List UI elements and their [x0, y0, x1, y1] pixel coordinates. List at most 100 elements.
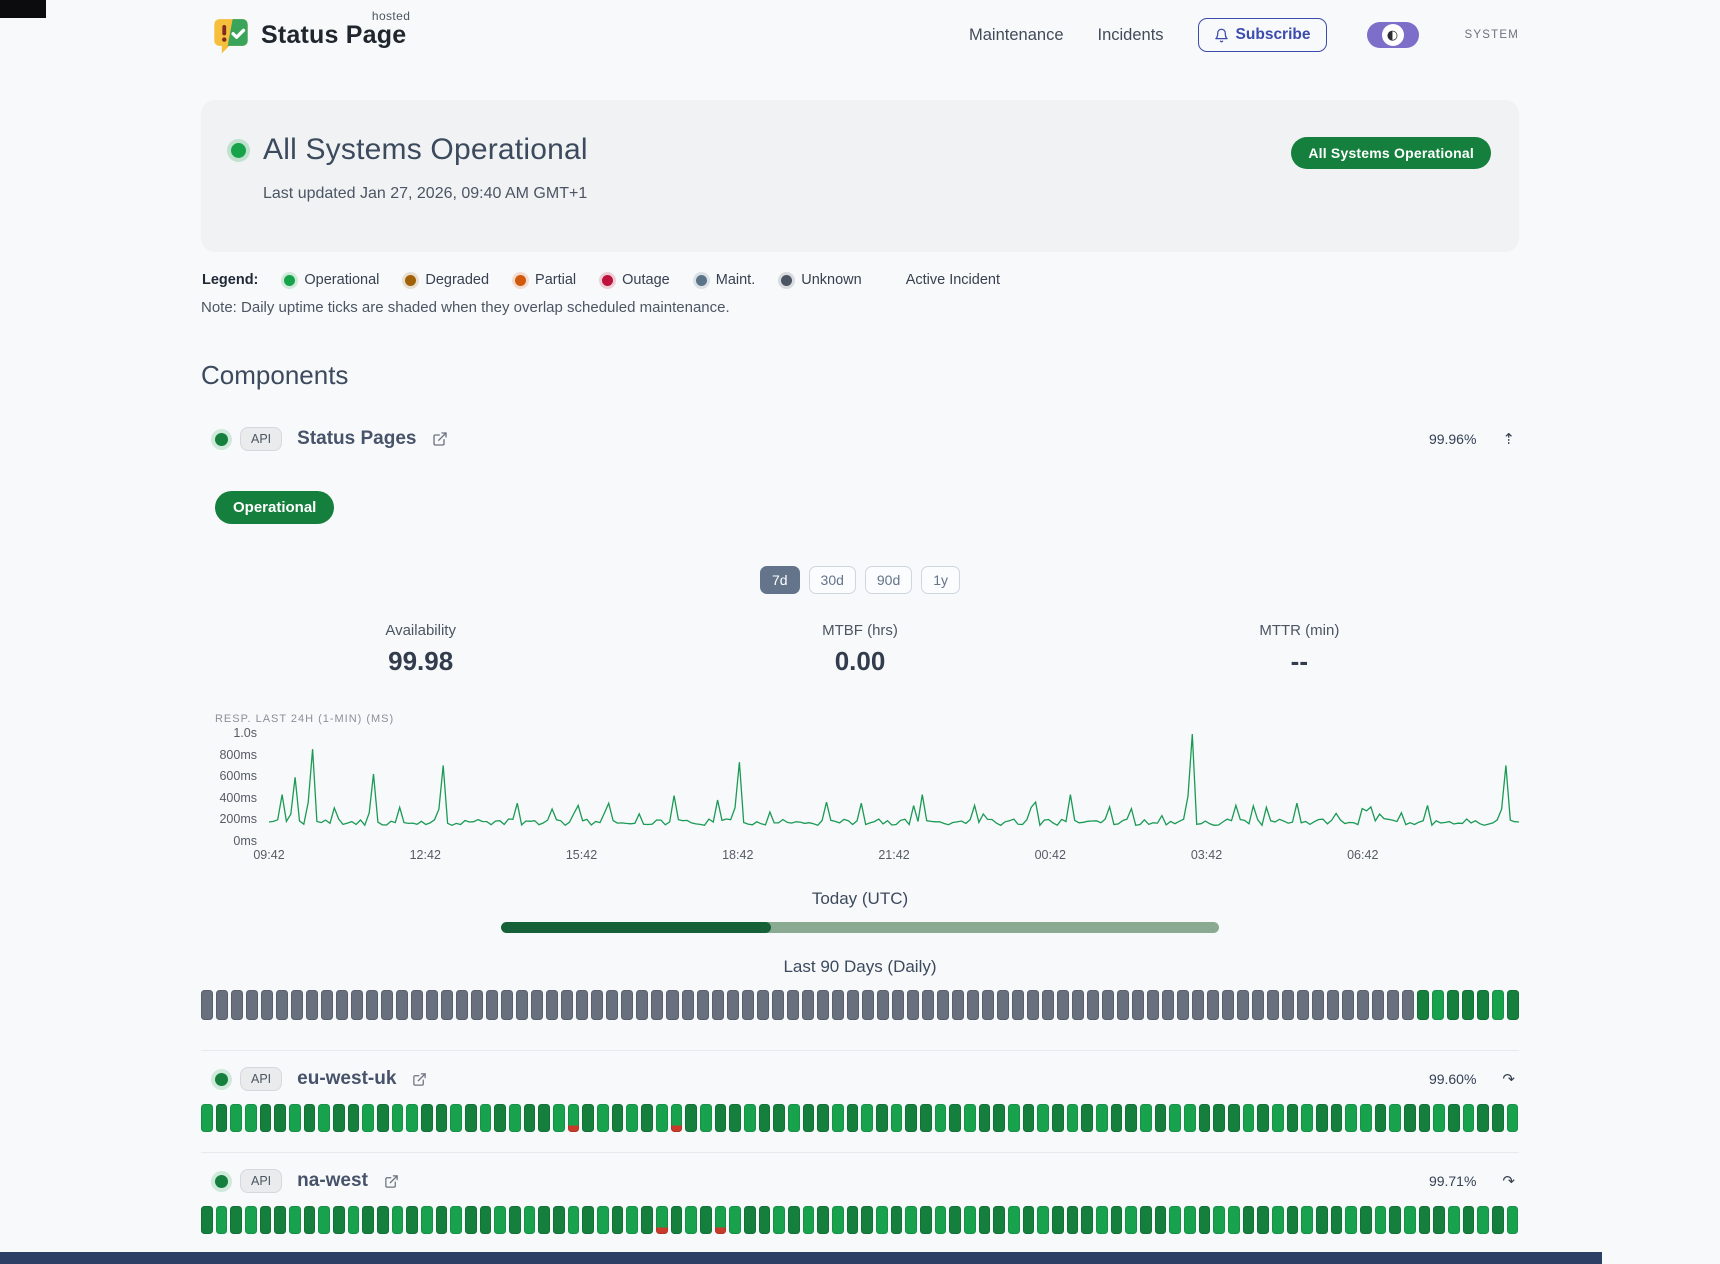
contrast-icon: ◐: [1381, 24, 1404, 46]
y-tick-label: 600ms: [219, 769, 257, 784]
uptime-tick: [1222, 990, 1235, 1020]
uptime-tick: [1418, 1206, 1431, 1234]
component-header-na-west[interactable]: API na-west 99.71% ↷: [201, 1169, 1519, 1193]
range-90d-button[interactable]: 90d: [864, 566, 913, 594]
uptime-tick: [377, 1104, 389, 1132]
legend-item: Operational: [284, 272, 379, 288]
uptime-tick: [685, 1206, 697, 1234]
metrics-row: Availability 99.98 MTBF (hrs) 0.00 MTTR (min…: [201, 622, 1519, 677]
expand-icon[interactable]: ↷: [1502, 1070, 1515, 1088]
legend-item-label: Outage: [622, 272, 670, 288]
uptime-tick: [553, 1206, 565, 1234]
uptime-tick: [1237, 990, 1250, 1020]
uptime-tick: [1448, 1104, 1460, 1132]
uptime-tick: [1146, 990, 1159, 1020]
brand-logo[interactable]: Status Page hosted: [201, 9, 410, 55]
component-row-eu-west-uk: API eu-west-uk 99.60% ↷: [201, 1051, 1519, 1153]
theme-mode-label: SYSTEM: [1464, 29, 1519, 41]
uptime-tick: [1267, 990, 1280, 1020]
uptime-tick: [1257, 1104, 1270, 1132]
uptime-tick: [1242, 1206, 1255, 1234]
range-1y-button[interactable]: 1y: [921, 566, 961, 594]
metric-value: 99.98: [388, 646, 454, 676]
uptime-tick: [905, 1104, 917, 1132]
component-tag-badge: API: [240, 427, 283, 451]
range-7d-button[interactable]: 7d: [759, 566, 800, 594]
uptime-tick: [919, 1104, 932, 1132]
uptime-tick: [1022, 1206, 1035, 1234]
uptime-tick: [1374, 1104, 1387, 1132]
uptime-tick: [758, 1104, 771, 1132]
metric-value: 0.00: [834, 646, 886, 676]
uptime-tick: [1477, 990, 1490, 1020]
uptime-tick: [1081, 1206, 1093, 1234]
uptime-tick: [231, 990, 244, 1020]
theme-toggle[interactable]: ◐: [1366, 22, 1419, 48]
uptime-tick: [817, 1206, 829, 1234]
uptime-tick: [546, 990, 559, 1020]
y-tick-label: 200ms: [219, 812, 257, 827]
external-link-icon[interactable]: [412, 1072, 427, 1087]
uptime-tick: [641, 1104, 653, 1132]
today-utc-label: Today (UTC): [811, 889, 909, 908]
uptime-tick: [230, 1104, 243, 1132]
uptime-tick: [934, 1206, 947, 1234]
uptime-tick: [1207, 990, 1220, 1020]
uptime-tick: [215, 1104, 228, 1132]
uptime-tick: [758, 1206, 771, 1234]
component-name: eu-west-uk: [297, 1068, 397, 1089]
nav-maintenance-link[interactable]: Maintenance: [969, 25, 1064, 44]
uptime-tick: [291, 990, 304, 1020]
component-header-status-pages[interactable]: API Status Pages 99.96% ⇡: [201, 405, 1519, 451]
uptime-tick: [611, 1206, 624, 1234]
legend-item-label: Partial: [535, 272, 577, 288]
uptime-tick: [1022, 1104, 1035, 1132]
uptime-tick: [362, 1104, 375, 1132]
uptime-tick: [1095, 1104, 1108, 1132]
nav-incidents-link[interactable]: Incidents: [1097, 25, 1164, 44]
legend-item: Unknown: [781, 272, 862, 288]
uptime-tick: [406, 1206, 419, 1234]
uptime-tick: [1372, 990, 1385, 1020]
uptime-tick: [396, 990, 409, 1020]
uptime-tick: [743, 1206, 756, 1234]
today-progress-bar: [501, 922, 1219, 933]
uptime-tick: [516, 990, 529, 1020]
component-header-eu-west-uk[interactable]: API eu-west-uk 99.60% ↷: [201, 1067, 1519, 1091]
uptime-tick: [276, 990, 289, 1020]
external-link-icon[interactable]: [384, 1174, 399, 1189]
metric-mtbf: MTBF (hrs) 0.00: [640, 622, 1079, 677]
uptime-tick: [1066, 1104, 1079, 1132]
uptime-tick: [621, 990, 634, 1020]
chart-line-plot: [269, 733, 1519, 841]
uptime-tick: [1154, 1104, 1167, 1132]
uptime-tick: [1330, 1206, 1343, 1234]
x-tick-label: 00:42: [1034, 848, 1066, 862]
legend-status-dot: [695, 274, 707, 286]
subscribe-button[interactable]: Subscribe: [1197, 18, 1327, 52]
expand-icon[interactable]: ↷: [1502, 1172, 1515, 1190]
collapse-icon[interactable]: ⇡: [1502, 430, 1515, 448]
uptime-tick: [934, 1104, 947, 1132]
uptime-tick: [1462, 990, 1475, 1020]
uptime-tick: [861, 1206, 873, 1234]
uptime-tick: [246, 990, 259, 1020]
legend-status-dot: [405, 274, 417, 286]
uptime-tick: [406, 1104, 419, 1132]
uptime-tick: [1041, 990, 1054, 1020]
uptime-tick: [1492, 1206, 1504, 1234]
status-dot: [215, 432, 228, 446]
uptime-tick: [421, 1104, 433, 1132]
uptime-tick: [391, 1104, 404, 1132]
external-link-icon[interactable]: [432, 431, 448, 447]
uptime-tick: [711, 990, 724, 1020]
range-30d-button[interactable]: 30d: [808, 566, 856, 594]
uptime-tick: [1297, 990, 1310, 1020]
uptime-tick: [1312, 990, 1325, 1020]
uptime-tick: [494, 1206, 507, 1234]
uptime-tick: [681, 990, 694, 1020]
uptime-tick: [538, 1206, 551, 1234]
y-tick-label: 400ms: [219, 790, 257, 805]
uptime-tick: [1125, 1206, 1137, 1234]
uptime-tick: [787, 1206, 800, 1234]
